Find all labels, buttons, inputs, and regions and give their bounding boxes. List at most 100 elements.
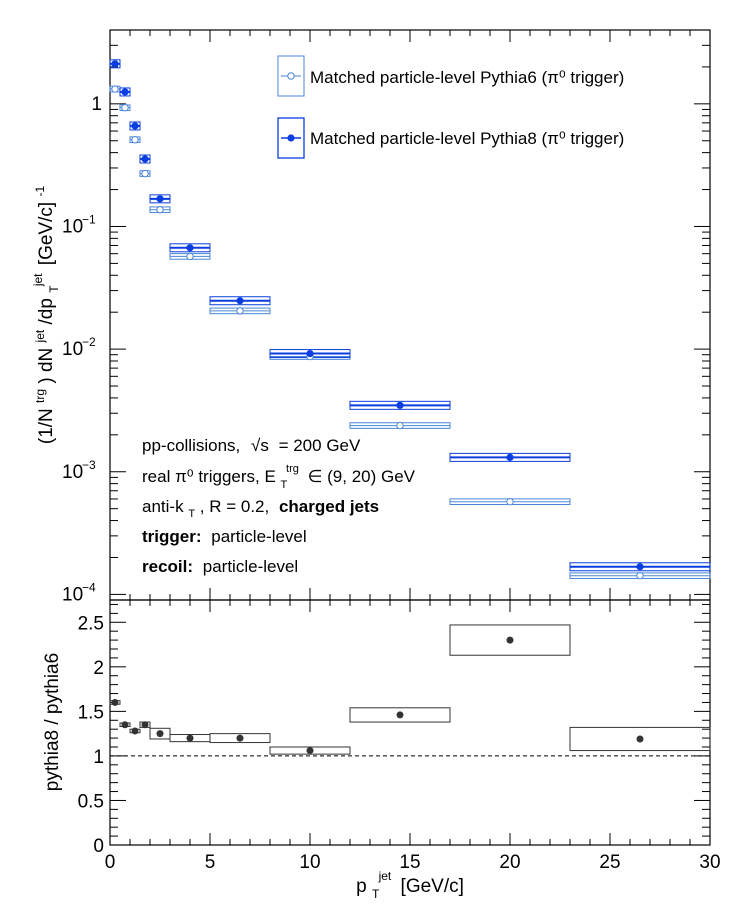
bottom-y-tick-label: 0.5	[78, 791, 104, 812]
annotation-sqrt-s: √s	[251, 436, 269, 455]
top-y-tick-label: 10	[62, 216, 83, 237]
legend: Matched particle-level Pythia6 (π⁰ trigg…	[277, 55, 624, 159]
ratio-point	[121, 721, 129, 729]
ratio-syst-box	[209, 733, 271, 744]
ratio-point	[506, 636, 514, 644]
ratio-point	[396, 711, 404, 719]
x-label-p: p	[356, 876, 367, 897]
pythia6-point	[156, 206, 164, 214]
annotation-algo-rest: , R = 0.2,	[200, 497, 269, 516]
top-y-label-part-c: /dp	[36, 298, 57, 324]
top-y-tick-label: 10	[62, 584, 83, 605]
x-tick-label: 10	[299, 852, 320, 873]
ratio-syst-box	[569, 726, 711, 752]
top-y-label-unit: [GeV/c]	[36, 202, 57, 265]
annotation-collisions-text: pp-collisions,	[142, 436, 240, 455]
pythia8-point	[396, 401, 404, 409]
bottom-y-tick-label: 1.5	[78, 702, 104, 723]
pythia8-point	[156, 195, 164, 203]
top-y-tick-label: 10	[62, 462, 83, 483]
pythia8-point	[636, 563, 644, 571]
ratio-point	[156, 730, 164, 738]
annotation-algo-text: anti-k	[142, 497, 184, 516]
legend-label-pythia6: Matched particle-level Pythia6 (π⁰ trigg…	[310, 68, 624, 87]
pythia6-point	[236, 307, 244, 315]
ratio-point	[111, 698, 119, 706]
top-y-axis-label: (1/N trg ) dN jet /dp T jet [GeV/c] -1	[26, 186, 63, 445]
top-y-label-t: T	[47, 285, 61, 293]
legend-marker-pythia6	[287, 72, 295, 80]
x-label-t: T	[372, 887, 380, 901]
pythia6-point	[396, 421, 404, 430]
ratio-point	[186, 734, 194, 742]
annotation-collisions: pp-collisions, √s = 200 GeV	[142, 436, 361, 455]
pythia6-point	[506, 497, 514, 506]
ratio-syst-box	[349, 707, 451, 723]
annotation-et-sub: T	[281, 479, 288, 491]
pythia8-point	[111, 60, 119, 68]
ratio-point	[306, 747, 314, 755]
legend-marker-pythia8	[287, 134, 295, 142]
annotation-recoil-value: particle-level	[203, 557, 298, 576]
legend-box-pythia8	[277, 117, 305, 159]
x-axis-label: p T jet [GeV/c]	[356, 864, 464, 903]
pythia6-point	[186, 252, 194, 261]
pythia8-point	[131, 122, 139, 130]
x-tick-label: 15	[399, 852, 420, 873]
annotation-algo-sub: T	[188, 508, 195, 520]
x-tick-label: 25	[599, 852, 620, 873]
x-tick-label: 5	[205, 852, 216, 873]
top-y-label-trg: trg	[33, 389, 47, 403]
annotation-recoil-bold: recoil:	[142, 557, 193, 576]
top-data-marks	[109, 59, 711, 580]
annotation-trigger-level: trigger: particle-level	[142, 527, 307, 546]
bottom-y-tick-label: 2.5	[78, 613, 104, 634]
pythia6-point	[636, 572, 644, 580]
bottom-y-tick-label: 0	[93, 836, 104, 857]
annotation-jets: charged jets	[279, 497, 379, 516]
top-y-label-jet1: jet	[33, 329, 47, 343]
annotation-triggers: real π⁰ triggers, E T trg ∈ (9, 20) GeV	[142, 457, 416, 492]
bottom-y-tick-label: 2	[93, 658, 104, 679]
annotation-et-range: ∈ (9, 20) GeV	[308, 467, 416, 486]
x-label-jet: jet	[378, 869, 392, 883]
top-y-tick-exponent: −4	[82, 580, 96, 594]
pythia8-point	[236, 297, 244, 305]
legend-entry-pythia8: Matched particle-level Pythia8 (π⁰ trigg…	[277, 117, 624, 159]
bottom-data-marks	[109, 624, 711, 757]
annotation-algo: anti-k T , R = 0.2, charged jets	[142, 497, 379, 521]
pythia8-point	[506, 453, 514, 461]
ratio-point	[131, 727, 139, 735]
pythia8-point	[186, 244, 194, 252]
bottom-y-tick-label: 1	[93, 747, 104, 768]
legend-entry-pythia6: Matched particle-level Pythia6 (π⁰ trigg…	[277, 55, 624, 97]
annotation-triggers-text: real π⁰ triggers, E	[142, 467, 276, 486]
annotation-et-sup: trg	[286, 463, 299, 475]
pythia8-point	[141, 155, 149, 163]
x-label-unit: [GeV/c]	[401, 876, 464, 897]
top-y-label-part-a: (1/N	[36, 408, 57, 444]
ratio-syst-box	[449, 624, 571, 656]
top-y-label-part-b: ) dN	[36, 348, 57, 384]
pythia6-point	[111, 85, 119, 93]
top-y-tick-exponent: −2	[82, 335, 96, 349]
ratio-point	[636, 735, 644, 743]
pythia8-point	[121, 88, 129, 96]
pythia6-point	[121, 104, 129, 112]
annotation-trigger-value: particle-level	[211, 527, 306, 546]
pythia8-point	[306, 349, 314, 358]
top-axis-ticks: 10−410−310−210−11	[62, 29, 711, 605]
annotation-block: pp-collisions, √s = 200 GeV real π⁰ trig…	[142, 436, 416, 576]
ratio-syst-box	[269, 746, 351, 755]
pythia6-point	[131, 135, 139, 144]
annotation-trigger-bold: trigger:	[142, 527, 202, 546]
ratio-point	[236, 734, 244, 742]
top-y-label-exp: -1	[33, 186, 47, 197]
pythia6-point	[141, 169, 149, 178]
ratio-syst-box	[149, 727, 171, 740]
legend-label-pythia8: Matched particle-level Pythia8 (π⁰ trigg…	[310, 129, 624, 148]
x-tick-label: 20	[499, 852, 520, 873]
bottom-axis-ticks: 0 5 10 15 20 25 30 0 0.5 1 1.5 2 2.5	[78, 600, 721, 873]
legend-box-pythia6	[277, 55, 305, 97]
